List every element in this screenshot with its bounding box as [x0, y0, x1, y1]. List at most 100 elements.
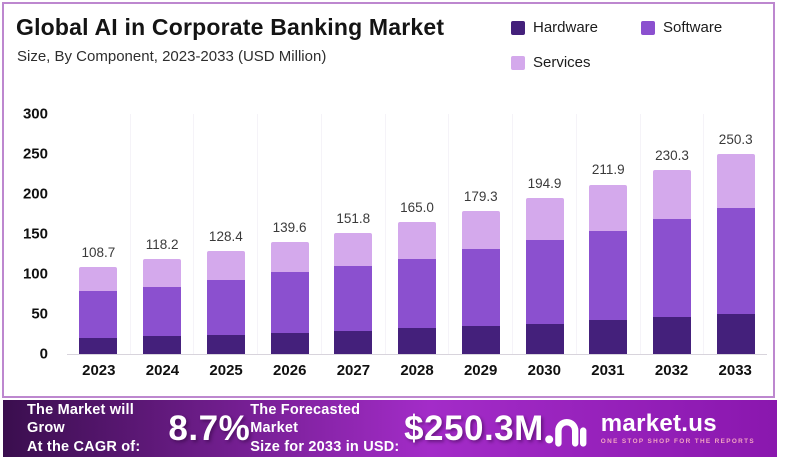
legend-item-software: Software [641, 19, 722, 36]
bar-segment-services [716, 153, 755, 209]
bar-segment-services [79, 267, 118, 291]
cagr-value: 8.7% [168, 408, 251, 448]
legend-label: Services [533, 54, 591, 71]
bar-segment-hardware [398, 328, 437, 354]
plot-area: 108.7 118.2 128.4 139.6 151.8 165.0 179.3 194.9… [67, 114, 767, 355]
bar-total-label: 151.8 [336, 210, 371, 226]
bar-segment-software [79, 290, 118, 338]
y-tick-label: 100 [22, 265, 48, 283]
brand-tagline: ONE STOP SHOP FOR THE REPORTS [600, 437, 755, 445]
legend-label: Hardware [533, 19, 599, 36]
stacked-bar-2030 [525, 198, 564, 354]
bar-segment-software [270, 271, 309, 333]
x-tick-label: 2023 [82, 362, 116, 379]
stacked-bar-2029 [461, 210, 500, 354]
forecast-label-line2: Size for 2033 in USD: [250, 438, 400, 455]
brand-text: market.us ONE STOP SHOP FOR THE REPORTS [600, 409, 755, 445]
footer-banner: The Market will Grow At the CAGR of: 8.7… [3, 400, 777, 457]
y-tick-label: 250 [22, 145, 48, 163]
cagr-label-line2: At the CAGR of: [27, 438, 141, 455]
bar-column: 108.7 [67, 114, 130, 354]
bar-segment-software [716, 208, 755, 314]
forecast-value: $250.3M [404, 408, 544, 448]
bar-column: 118.2 [129, 114, 194, 354]
legend-item-services: Services [511, 54, 591, 71]
bar-column: 179.3 [448, 114, 512, 354]
chart-subtitle: Size, By Component, 2023-2033 (USD Milli… [17, 48, 327, 65]
bar-segment-software [206, 280, 245, 335]
bar-segment-services [143, 259, 182, 287]
marketus-logo-icon [544, 418, 587, 447]
y-tick-label: 150 [22, 225, 48, 243]
bar-total-label: 230.3 [655, 147, 689, 163]
bar-segment-services [589, 184, 628, 231]
x-tick-label: 2024 [145, 362, 180, 379]
bar-segment-software [525, 239, 564, 324]
x-tick-label: 2029 [463, 362, 498, 379]
bar-total-label: 128.4 [208, 229, 243, 245]
y-tick-label: 50 [31, 305, 48, 323]
bar-segment-hardware [334, 331, 373, 354]
bar-column: 151.8 [320, 114, 385, 354]
y-tick-label: 300 [22, 105, 48, 123]
bar-column: 230.3 [639, 114, 704, 354]
stacked-bar-2023 [79, 267, 118, 354]
x-tick-label: 2031 [591, 362, 625, 379]
cagr-label: The Market will Grow At the CAGR of: [27, 401, 168, 457]
chart-card: Global AI in Corporate Banking Market Si… [2, 2, 775, 398]
bar-segment-services [461, 210, 500, 249]
brand-logo: market.us ONE STOP SHOP FOR THE REPORTS [544, 411, 755, 447]
bar-segment-software [461, 248, 500, 326]
brand-name: market.us [600, 409, 717, 437]
bar-total-label: 179.3 [463, 188, 498, 204]
bar-segment-software [143, 286, 182, 336]
stacked-bar-2026 [270, 242, 309, 354]
bar-segment-hardware [79, 337, 118, 354]
bar-total-label: 118.2 [145, 237, 179, 253]
y-axis: 300 250 200 150 100 50 0 [4, 106, 56, 363]
bar-segment-services [652, 169, 691, 220]
legend-label: Software [663, 19, 723, 36]
legend-item-hardware: Hardware [511, 19, 598, 36]
bar-segment-services [206, 251, 245, 281]
x-tick-label: 2030 [527, 362, 561, 379]
stacked-bar-2025 [206, 251, 245, 354]
bar-segment-hardware [525, 323, 564, 354]
bar-column: 165.0 [384, 114, 449, 354]
hardware-swatch-icon [511, 20, 525, 35]
software-swatch-icon [641, 20, 655, 35]
bar-segment-hardware [461, 326, 500, 354]
bar-total-label: 165.0 [400, 200, 434, 215]
stacked-bar-2024 [143, 259, 182, 354]
bar-segment-hardware [716, 314, 755, 354]
bar-segment-hardware [589, 320, 628, 354]
bar-column: 139.6 [257, 114, 321, 354]
forecast-label-line1: The Forecasted Market [250, 401, 361, 437]
chart-title: Global AI in Corporate Banking Market [16, 14, 445, 40]
bar-total-label: 139.6 [272, 220, 307, 236]
bar-total-label: 108.7 [81, 245, 116, 261]
bar-segment-software [589, 230, 628, 321]
x-tick-label: 2033 [718, 362, 752, 379]
bar-total-label: 250.3 [718, 131, 753, 147]
stacked-bar-2031 [589, 184, 628, 354]
bar-segment-software [652, 219, 691, 318]
x-tick-label: 2032 [654, 362, 689, 379]
bar-segment-services [525, 198, 564, 240]
services-swatch-icon [511, 55, 525, 70]
bar-total-label: 194.9 [527, 176, 562, 192]
stacked-bar-2028 [398, 222, 437, 354]
bar-column: 250.3 [703, 114, 767, 354]
cagr-label-line1: The Market will Grow [27, 401, 134, 437]
bar-column: 194.9 [512, 114, 576, 354]
x-tick-label: 2026 [273, 362, 307, 379]
bar-segment-hardware [206, 334, 245, 354]
stacked-bar-2032 [652, 169, 691, 354]
stacked-bar-2027 [334, 232, 373, 354]
stacked-bar-2033 [716, 153, 755, 354]
bar-segment-hardware [143, 336, 182, 354]
bar-segment-hardware [270, 332, 309, 354]
forecast-label: The Forecasted Market Size for 2033 in U… [250, 401, 404, 457]
x-tick-label: 2028 [400, 362, 434, 379]
bar-segment-software [398, 258, 437, 329]
